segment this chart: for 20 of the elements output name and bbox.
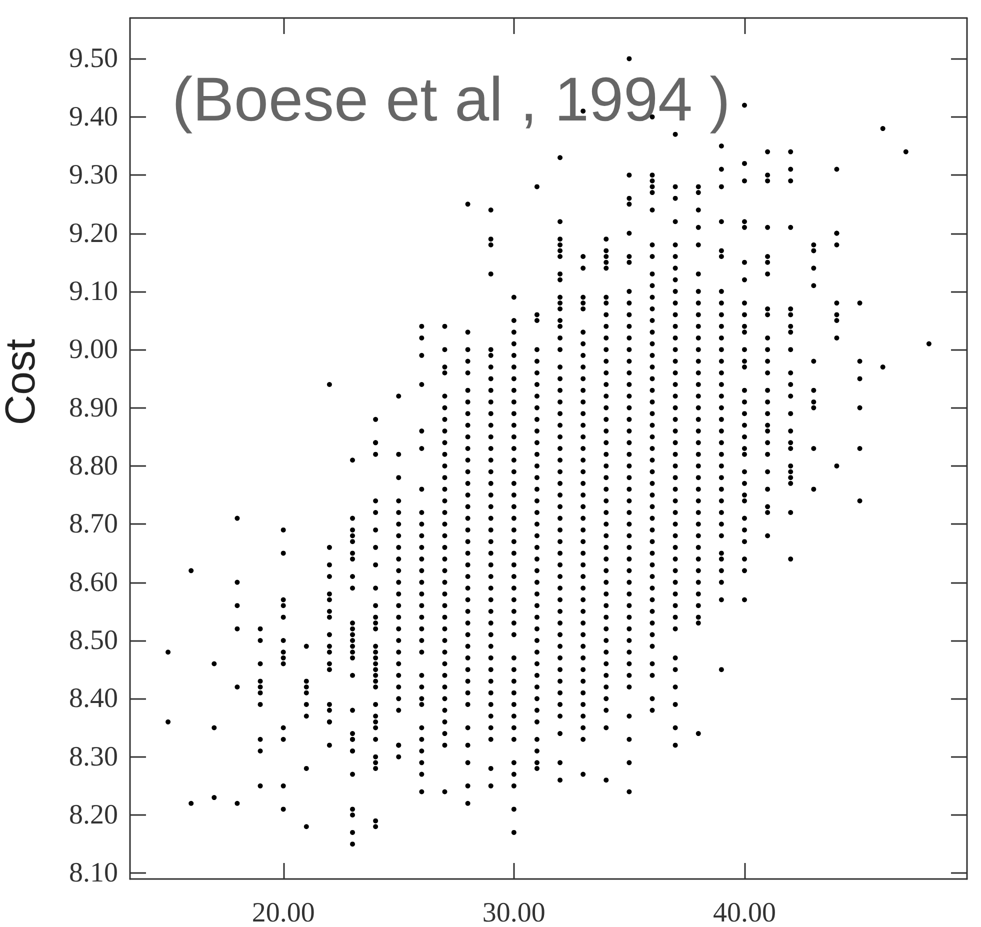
y-tick-label: 9.00 [69, 334, 118, 366]
y-tick-label: 8.40 [69, 683, 118, 714]
y-tick-label: 9.50 [69, 43, 118, 74]
y-tick-label: 9.20 [69, 218, 118, 249]
x-tick-label: 40.00 [712, 898, 776, 927]
y-tick-label: 8.50 [69, 624, 118, 656]
y-tick-label: 9.30 [69, 160, 118, 191]
y-tick-label: 9.40 [69, 101, 118, 132]
y-tick-label: 8.80 [69, 450, 118, 482]
y-tick-label: 9.10 [69, 276, 118, 307]
y-tick-label: 8.10 [69, 858, 118, 889]
y-tick-label: 8.90 [69, 392, 118, 424]
annotation: (Boese et al , 1994 ) [172, 66, 730, 134]
y-tick-label: 8.20 [69, 800, 118, 831]
x-tick-label: 30.00 [482, 898, 546, 927]
y-tick-label: 8.70 [69, 508, 118, 540]
x-tick-label: 20.00 [252, 898, 315, 927]
y-axis-title: Cost [0, 338, 44, 426]
y-tick-label: 8.30 [69, 741, 118, 772]
y-tick-label: 8.60 [69, 566, 118, 598]
